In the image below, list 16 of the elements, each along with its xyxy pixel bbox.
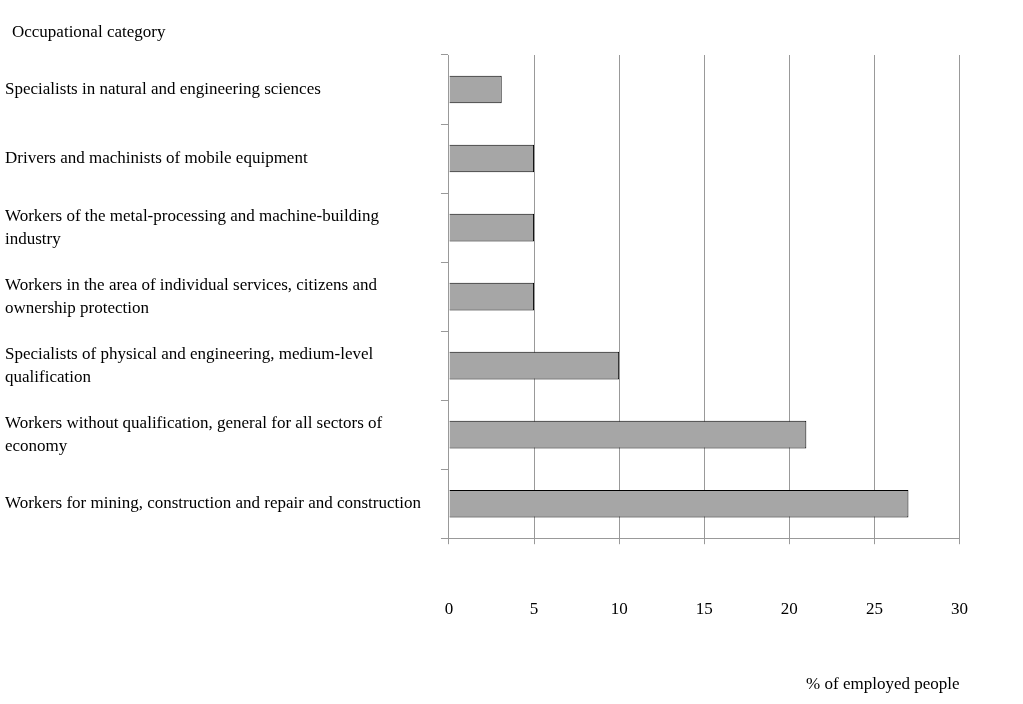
y-tick-label: Workers without qualification, general for all sectors of economy [5,412,383,455]
y-tick-label: Workers of the metal-processing and machine-building industry [5,205,380,248]
x-tick-label: 25 [865,598,883,618]
y-tick-label: Workers in the area of individual services, citizens and ownership protection [5,274,378,317]
x-tick-label: 0 [444,598,454,618]
x-tick-label: 10 [610,598,628,618]
y-tick-label: Specialists in natural and engineering sciences [5,78,321,98]
x-tick-label: 15 [695,598,713,618]
y-tick-label: Workers for mining, construction and repair and construction [5,493,422,513]
x-tick-label: 30 [951,598,968,618]
y-tick-label: Drivers and machinists of mobile equipment [5,148,308,168]
x-tick-label: 20 [780,598,798,618]
x-tick-label: 5 [529,598,539,618]
x-axis-title: % of employed people [806,674,960,694]
y-axis-title: Occupational category [12,22,166,42]
y-tick-label: Specialists of physical and engineering, medium-level qualification [5,343,374,386]
